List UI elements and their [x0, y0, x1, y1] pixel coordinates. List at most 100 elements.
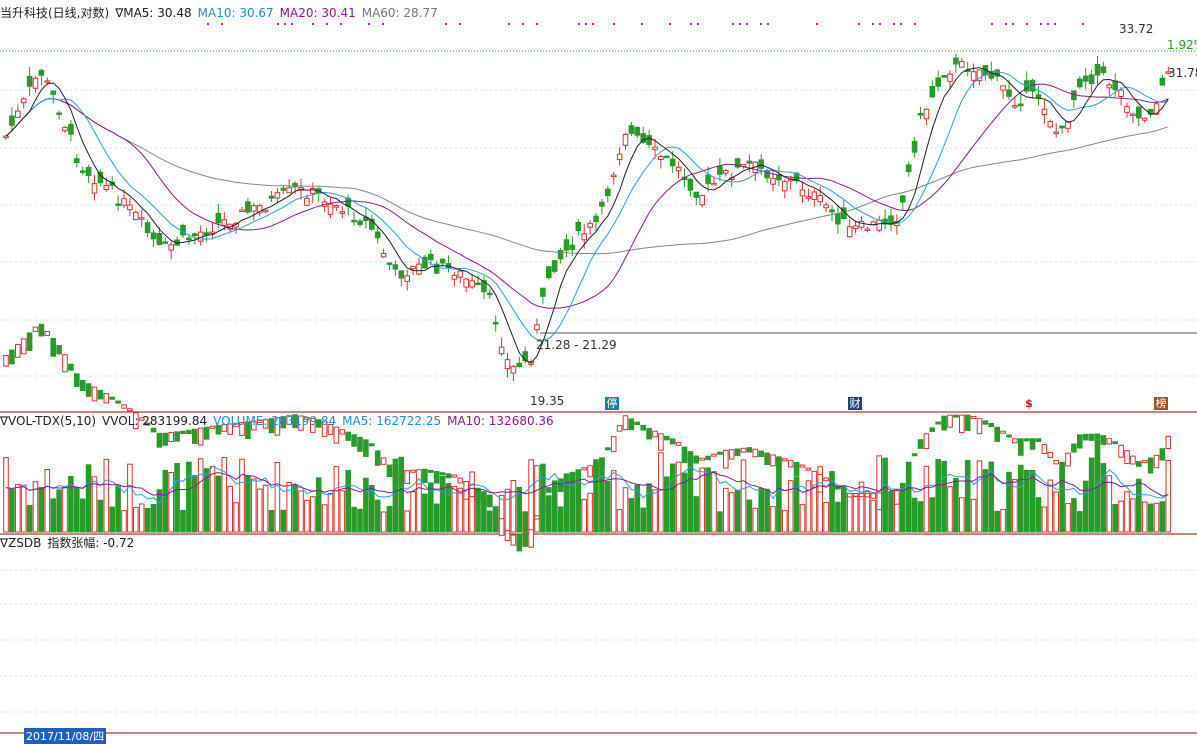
volume-bar	[363, 477, 369, 533]
volume-bar	[298, 490, 304, 533]
index-candle	[947, 414, 953, 428]
volume-bar	[97, 499, 104, 533]
index-candle	[575, 469, 582, 476]
price-candle	[1041, 108, 1048, 115]
index-candle	[569, 471, 576, 475]
volume-bar	[911, 497, 918, 533]
index-candle	[304, 416, 310, 420]
signal-dot	[739, 23, 741, 25]
index-candle	[752, 448, 759, 458]
signal-dot	[669, 23, 671, 25]
price-candle	[451, 274, 458, 280]
index-candle	[339, 429, 346, 435]
index-candle	[422, 468, 428, 484]
price-candle	[817, 195, 824, 203]
index-candle	[1118, 444, 1124, 458]
volume-bar	[1088, 457, 1095, 533]
price-candle	[605, 188, 611, 197]
index-candle	[882, 491, 888, 510]
signal-dot	[697, 23, 699, 25]
volume-bar	[687, 457, 694, 533]
price-candle	[74, 158, 80, 164]
index-candle	[56, 345, 62, 355]
price-candle	[239, 209, 245, 213]
index-candle	[363, 439, 369, 457]
volume-bar	[1147, 503, 1154, 533]
volume-bar	[817, 466, 824, 533]
volume-bar	[156, 489, 163, 533]
price-candle	[994, 69, 1001, 77]
index-candle	[374, 450, 381, 466]
price-candle	[1029, 79, 1036, 92]
price-candle	[1053, 131, 1060, 134]
index-candle	[705, 455, 711, 461]
index-candle	[274, 417, 281, 436]
index-candle	[534, 515, 540, 520]
volume-bar	[1112, 504, 1119, 533]
volume-bar	[640, 507, 647, 533]
price-candle	[1082, 75, 1089, 82]
range-label: 21.28 - 21.29	[536, 338, 617, 352]
price-candle	[262, 209, 269, 213]
dollar-marker[interactable]: $	[1025, 397, 1033, 410]
index-candle	[982, 420, 989, 425]
volume-bar	[782, 510, 788, 533]
index-candle	[44, 330, 51, 336]
index-candle	[68, 363, 74, 371]
volume-bar	[959, 497, 965, 533]
index-candle	[498, 518, 505, 536]
volume-bar	[988, 461, 995, 533]
price-candle	[38, 69, 45, 76]
volume-bar	[1153, 502, 1160, 533]
volume-bar	[251, 478, 257, 533]
price-candle	[616, 153, 623, 161]
price-candle	[1141, 117, 1148, 121]
volume-bar	[587, 492, 593, 533]
index-candle	[746, 447, 753, 453]
price-candle	[888, 215, 894, 225]
index-candle	[658, 433, 664, 451]
index-candle	[687, 451, 694, 460]
index-candle	[1136, 461, 1142, 467]
high-price-label: 33.72	[1119, 22, 1154, 36]
index-candle	[481, 491, 487, 506]
index-candle	[929, 427, 936, 432]
stop-marker[interactable]: 停	[605, 397, 619, 410]
index-candle	[811, 470, 818, 488]
signal-dot	[690, 23, 692, 25]
price-candle	[133, 211, 139, 221]
volume-bar	[1041, 506, 1048, 533]
index-candle	[758, 450, 765, 458]
price-candle	[534, 324, 540, 331]
index-candle	[900, 482, 906, 501]
index-candle	[841, 488, 847, 492]
index-candle	[227, 423, 233, 435]
bottom-date-label: 2017/11/08/四	[24, 728, 107, 744]
index-candle	[605, 447, 611, 451]
volume-bar	[835, 501, 841, 533]
signal-dot	[368, 23, 370, 25]
index-candle	[115, 400, 121, 404]
price-candle	[905, 164, 912, 173]
price-candle	[1012, 105, 1018, 108]
index-candle	[174, 431, 180, 442]
volume-bar	[941, 460, 947, 533]
ranking-marker[interactable]: 榜	[1154, 397, 1168, 410]
index-candle	[186, 429, 192, 435]
index-candle	[32, 326, 39, 333]
volume-bar	[410, 491, 416, 533]
index-candle	[109, 396, 116, 400]
volume-bar	[380, 511, 387, 533]
price-candle	[180, 224, 186, 236]
volume-bar	[841, 485, 847, 533]
price-candle	[540, 287, 546, 297]
index-candle	[1106, 438, 1113, 445]
index-candle	[723, 449, 729, 469]
finance-marker[interactable]: 财	[848, 397, 862, 410]
price-candle	[492, 321, 499, 325]
volume-bar	[994, 510, 1001, 533]
index-candle	[1147, 457, 1154, 474]
volume-bar	[315, 477, 322, 533]
ma5-value: ∇MA5: 30.48	[115, 6, 192, 20]
